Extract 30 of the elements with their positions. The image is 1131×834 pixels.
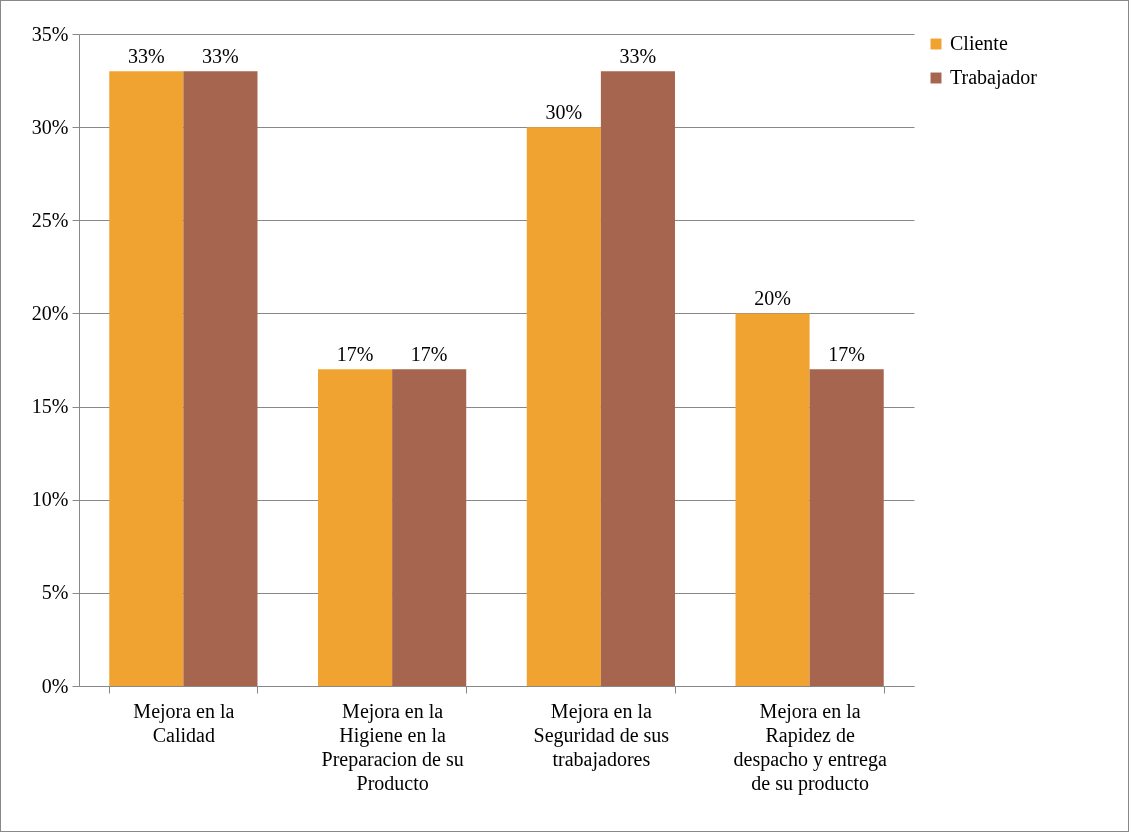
y-tick-label: 30% xyxy=(31,115,69,138)
legend-label: Cliente xyxy=(950,32,1008,54)
y-tick-label: 10% xyxy=(31,488,69,511)
bar xyxy=(109,71,184,686)
x-tick-label: Mejora en la Higiene en la Preparacion de su Producto xyxy=(321,699,464,794)
data-label: 33% xyxy=(202,45,239,68)
y-tick-label: 0% xyxy=(41,674,69,697)
bar xyxy=(600,71,675,686)
x-tick-label: Mejora en la Seguridad de sus trabajadores xyxy=(533,699,670,771)
y-tick-label: 20% xyxy=(31,301,69,324)
y-tick-label: 25% xyxy=(31,208,69,231)
data-label: 33% xyxy=(127,45,165,68)
y-tick-label: 15% xyxy=(31,395,69,418)
bar xyxy=(318,369,393,686)
data-label: 17% xyxy=(336,343,374,366)
bar xyxy=(183,71,258,686)
bar xyxy=(526,127,601,686)
y-tick-label: 35% xyxy=(31,22,69,45)
legend-label: Trabajador xyxy=(950,66,1038,89)
x-tick-label: Mejora en la Rapidez de despacho y entrega de su producto xyxy=(733,699,887,795)
data-label: 17% xyxy=(828,343,866,366)
bar xyxy=(809,369,884,686)
x-tick-label: Mejora en la Calidad xyxy=(133,699,235,746)
data-label: 17% xyxy=(410,343,448,366)
bar xyxy=(735,313,810,686)
y-tick-label: 5% xyxy=(41,581,69,604)
data-label: 33% xyxy=(619,45,657,68)
data-label: 30% xyxy=(545,101,583,124)
bar xyxy=(392,369,467,686)
data-label: 20% xyxy=(754,287,791,310)
